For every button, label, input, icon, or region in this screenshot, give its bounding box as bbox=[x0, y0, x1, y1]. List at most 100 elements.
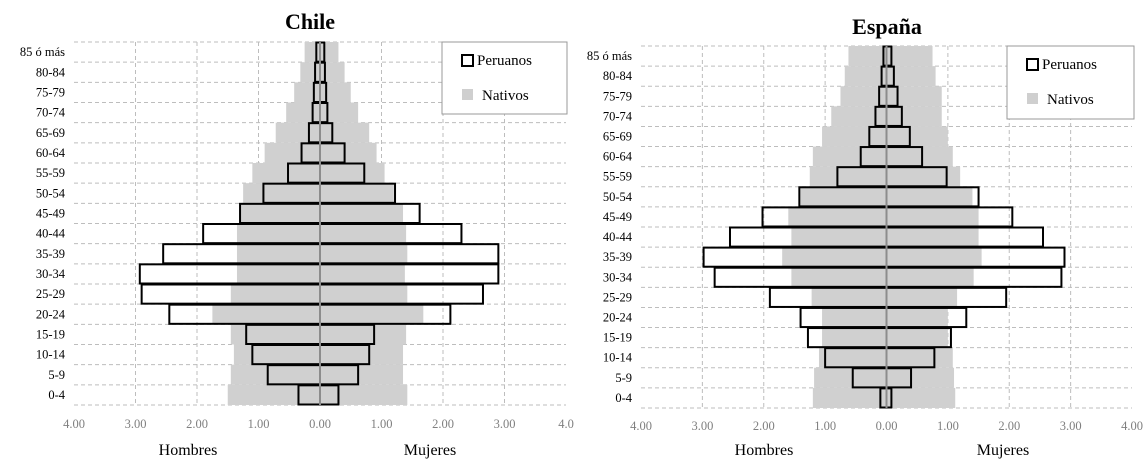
y-tick-label: 85 ó más bbox=[587, 49, 632, 63]
bar-nativos-hombres bbox=[230, 284, 320, 305]
bar-nativos-hombres bbox=[831, 106, 887, 127]
bar-nativos-hombres bbox=[264, 142, 320, 163]
bar-nativos-hombres bbox=[230, 364, 320, 385]
bar-nativos-hombres bbox=[230, 324, 320, 345]
bar-nativos-hombres bbox=[236, 223, 320, 244]
y-tick-label: 30-34 bbox=[36, 267, 66, 281]
y-tick-label: 65-69 bbox=[603, 130, 632, 144]
bar-nativos-mujeres bbox=[886, 267, 974, 288]
y-tick-label: 60-64 bbox=[36, 146, 66, 160]
bar-nativos-mujeres bbox=[886, 327, 948, 348]
x-tick-label: 1.00 bbox=[814, 419, 836, 433]
y-tick-label: 35-39 bbox=[36, 247, 65, 261]
bar-nativos-mujeres bbox=[886, 206, 979, 227]
y-tick-label: 80-84 bbox=[603, 69, 633, 83]
bar-nativos-hombres bbox=[240, 203, 320, 224]
chart-panel-0: Chile 0-4 5-9 10-14 15-19 20-24 25-29 30-34 35-3… bbox=[20, 9, 574, 459]
bar-nativos-mujeres bbox=[320, 122, 370, 143]
series-nativos bbox=[212, 42, 424, 405]
y-tick-label: 70-74 bbox=[36, 106, 66, 120]
bar-nativos-mujeres bbox=[886, 146, 953, 167]
bar-nativos-hombres bbox=[294, 82, 320, 103]
bar-nativos-mujeres bbox=[886, 126, 948, 147]
bar-nativos-hombres bbox=[782, 247, 887, 268]
y-tick-label: 50-54 bbox=[36, 186, 66, 200]
legend-swatch-nativos bbox=[462, 89, 473, 100]
x-tick-label: 1.00 bbox=[248, 417, 270, 431]
legend: Peruanos Nativos bbox=[441, 41, 568, 115]
x-tick-label: 4.0 bbox=[558, 417, 574, 431]
bar-nativos-hombres bbox=[275, 122, 320, 143]
bar-nativos-mujeres bbox=[320, 344, 404, 365]
bar-nativos-mujeres bbox=[886, 46, 933, 67]
bar-nativos-mujeres bbox=[320, 142, 377, 163]
series-nativos bbox=[782, 46, 982, 408]
bar-nativos-mujeres bbox=[886, 106, 942, 127]
y-tick-label: 15-19 bbox=[36, 327, 65, 341]
bar-nativos-mujeres bbox=[320, 263, 405, 284]
legend-label-nativos: Nativos bbox=[482, 88, 529, 104]
x-tick-label: 3.00 bbox=[1060, 419, 1082, 433]
bar-nativos-mujeres bbox=[886, 387, 956, 408]
bar-nativos-mujeres bbox=[320, 62, 345, 83]
bar-nativos-mujeres bbox=[320, 42, 339, 63]
chart-panel-1: España 0-4 5-9 10-14 15-19 20-24 25-29 30-34 35-… bbox=[587, 14, 1143, 459]
bar-nativos-mujeres bbox=[320, 223, 407, 244]
bar-nativos-hombres bbox=[848, 46, 887, 67]
bar-nativos-hombres bbox=[840, 86, 887, 107]
bar-nativos-hombres bbox=[811, 287, 887, 308]
y-tick-label: 75-79 bbox=[36, 85, 65, 99]
bar-nativos-hombres bbox=[814, 367, 887, 388]
legend-swatch-peruanos bbox=[461, 54, 474, 67]
bar-nativos-hombres bbox=[286, 102, 320, 123]
bar-nativos-hombres bbox=[227, 384, 320, 405]
legend: Peruanos Nativos bbox=[1006, 45, 1135, 120]
bar-nativos-mujeres bbox=[320, 364, 404, 385]
bar-nativos-hombres bbox=[791, 227, 887, 248]
bar-nativos-mujeres bbox=[320, 324, 407, 345]
bar-nativos-hombres bbox=[791, 267, 887, 288]
bar-nativos-hombres bbox=[300, 62, 320, 83]
chart-title: Chile bbox=[285, 9, 335, 34]
x-tick-label: 2.00 bbox=[753, 419, 775, 433]
y-tick-label: 35-39 bbox=[603, 250, 632, 264]
x-tick-label: 4.00 bbox=[63, 417, 85, 431]
bar-nativos-mujeres bbox=[320, 163, 385, 184]
y-tick-label: 20-24 bbox=[603, 311, 633, 325]
bar-nativos-hombres bbox=[800, 186, 887, 207]
x-tick-label: 0.00 bbox=[309, 417, 331, 431]
x-tick-label: 4.00 bbox=[630, 419, 652, 433]
bar-nativos-hombres bbox=[304, 42, 320, 63]
y-tick-label: 50-54 bbox=[603, 190, 633, 204]
bar-nativos-hombres bbox=[818, 347, 887, 368]
y-tick-label: 20-24 bbox=[36, 307, 66, 321]
y-tick-label: 55-59 bbox=[36, 166, 65, 180]
y-tick-label: 65-69 bbox=[36, 126, 65, 140]
bar-nativos-mujeres bbox=[886, 367, 955, 388]
bar-nativos-hombres bbox=[233, 344, 320, 365]
bar-nativos-hombres bbox=[809, 166, 887, 187]
bar-nativos-hombres bbox=[822, 307, 887, 328]
y-tick-label: 0-4 bbox=[48, 388, 65, 402]
x-tick-label: 3.00 bbox=[691, 419, 713, 433]
bar-nativos-mujeres bbox=[886, 307, 948, 328]
y-tick-label: 70-74 bbox=[603, 109, 633, 123]
bar-nativos-mujeres bbox=[886, 247, 982, 268]
y-tick-label: 40-44 bbox=[603, 230, 633, 244]
bar-nativos-hombres bbox=[788, 206, 887, 227]
bar-nativos-hombres bbox=[252, 163, 320, 184]
bar-nativos-mujeres bbox=[886, 66, 936, 87]
bar-nativos-mujeres bbox=[886, 166, 961, 187]
bar-nativos-hombres bbox=[812, 387, 887, 408]
y-tick-label: 30-34 bbox=[603, 270, 633, 284]
bar-nativos-mujeres bbox=[886, 186, 973, 207]
y-tick-label: 55-59 bbox=[603, 170, 632, 184]
y-tick-label: 60-64 bbox=[603, 150, 633, 164]
y-category-labels: 0-4 5-9 10-14 15-19 20-24 25-29 30-34 35-39 40-4… bbox=[20, 45, 66, 402]
y-tick-label: 15-19 bbox=[603, 331, 632, 345]
x-tick-label: 2.00 bbox=[998, 419, 1020, 433]
y-tick-label: 10-14 bbox=[36, 348, 66, 362]
legend-swatch-nativos bbox=[1027, 93, 1038, 104]
bar-nativos-hombres bbox=[236, 263, 320, 284]
